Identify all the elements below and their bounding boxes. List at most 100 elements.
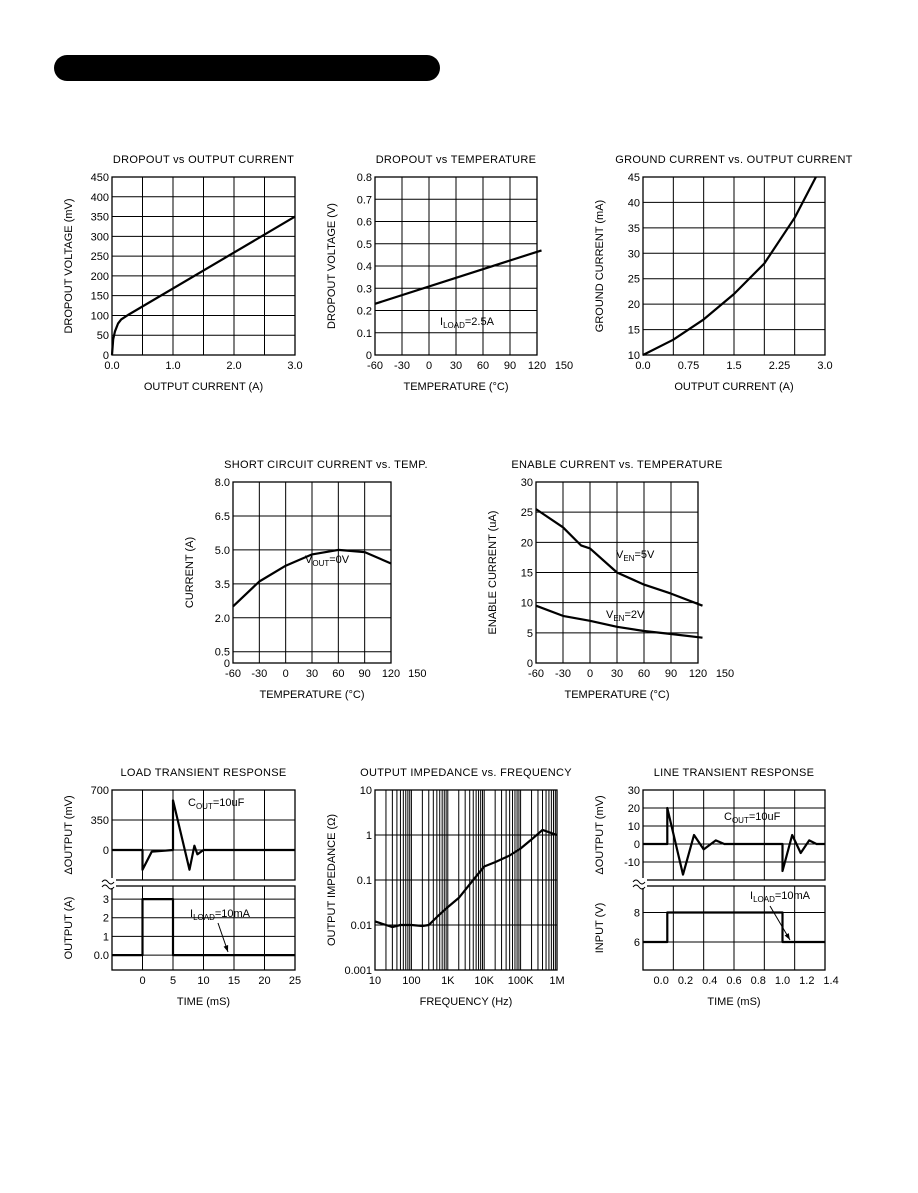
arrow-head — [223, 945, 229, 952]
x-tick-label: 150 — [555, 360, 573, 372]
x-tick-label: 0.0 — [104, 360, 119, 372]
y-tick-label: 8.0 — [215, 477, 230, 489]
x-tick-label: 100 — [402, 975, 420, 987]
data-line — [112, 799, 295, 871]
annotation-subscript: LOAD — [443, 321, 465, 330]
chart-title: GROUND CURRENT vs. OUTPUT CURRENT — [615, 154, 852, 166]
axis-break-gap — [635, 878, 647, 888]
x-tick-label: 0.75 — [678, 360, 699, 372]
chart-title: LOAD TRANSIENT RESPONSE — [120, 767, 286, 779]
y-tick-label: 3 — [103, 894, 109, 906]
y-tick-label: 15 — [628, 325, 640, 337]
x-tick-label: 120 — [689, 668, 707, 680]
y-tick-label: 0 — [527, 658, 533, 670]
x-tick-label: 1K — [441, 975, 455, 987]
annotation: ILOAD=10mA — [750, 890, 811, 904]
y-tick-label: 350 — [91, 212, 109, 224]
annotation-subscript: EN — [613, 614, 624, 623]
y-axis-label: DROPOUT VOLTAGE (mV) — [63, 198, 75, 333]
data-line — [374, 828, 558, 929]
y-tick-label: 0.5 — [215, 647, 230, 659]
annotation-tail: =2.5A — [465, 316, 495, 328]
x-tick-label: 10K — [474, 975, 494, 987]
annotation: VEN=5V — [616, 549, 655, 563]
x-tick-label: 0 — [139, 975, 145, 987]
y-tick-label: 0 — [103, 350, 109, 362]
y-tick-label: 0.01 — [351, 920, 372, 932]
y-tick-label: 45 — [628, 172, 640, 184]
x-tick-label: 0.2 — [678, 975, 693, 987]
x-tick-label: 1M — [549, 975, 564, 987]
y-tick-label: -10 — [624, 857, 640, 869]
y-tick-label: 2 — [103, 913, 109, 925]
y-tick-label: 5 — [527, 628, 533, 640]
y-tick-label: 15 — [521, 568, 533, 580]
x-axis-label: TEMPERATURE (°C) — [564, 689, 669, 701]
data-line — [642, 176, 817, 356]
data-line — [643, 806, 825, 876]
plot-frame — [374, 176, 538, 356]
annotation-tail: =2V — [624, 609, 645, 621]
y-tick-label: 0.7 — [357, 194, 372, 206]
y-tick-label: 2.0 — [215, 613, 230, 625]
annotation-main: V — [616, 549, 624, 561]
y-tick-label: 10 — [521, 598, 533, 610]
y-tick-label: 30 — [628, 248, 640, 260]
x-tick-label: 30 — [450, 360, 462, 372]
plot-frame — [642, 789, 826, 881]
y-tick-label: 450 — [91, 172, 109, 184]
y-tick-label: 20 — [628, 803, 640, 815]
y-tick-label: 1 — [366, 830, 372, 842]
y-tick-label: 250 — [91, 251, 109, 263]
chart-title: DROPOUT vs TEMPERATURE — [376, 154, 537, 166]
y-tick-label: 5.0 — [215, 545, 230, 557]
x-tick-label: 15 — [228, 975, 240, 987]
y-tick-label: 0.5 — [357, 239, 372, 251]
x-tick-label: 30 — [611, 668, 623, 680]
x-tick-label: 20 — [258, 975, 270, 987]
y-tick-label: 0.001 — [344, 965, 372, 977]
y-axis-label: DROPOUT VOLTAGE (V) — [326, 203, 338, 329]
x-tick-label: -60 — [528, 668, 544, 680]
chart-title: DROPOUT vs OUTPUT CURRENT — [113, 154, 294, 166]
y-tick-label: 25 — [521, 507, 533, 519]
y-axis-label: OUTPUT (A) — [63, 897, 75, 960]
annotation-subscript: EN — [623, 554, 634, 563]
x-tick-label: 1.0 — [165, 360, 180, 372]
y-tick-label: 20 — [628, 299, 640, 311]
y-tick-label: 0.1 — [357, 875, 372, 887]
annotation: ILOAD=10mA — [190, 908, 251, 922]
data-line — [232, 548, 392, 608]
annotation-main: C — [188, 797, 196, 809]
y-tick-label: 6.5 — [215, 511, 230, 523]
x-tick-label: 2.0 — [226, 360, 241, 372]
y-tick-label: 8 — [634, 908, 640, 920]
y-tick-label: 50 — [97, 330, 109, 342]
annotation-main: I — [190, 908, 193, 920]
x-tick-label: 60 — [332, 668, 344, 680]
chart-title: SHORT CIRCUIT CURRENT vs. TEMP. — [224, 459, 428, 471]
x-tick-label: 0 — [426, 360, 432, 372]
x-axis-label: OUTPUT CURRENT (A) — [674, 381, 793, 393]
x-tick-label: 90 — [359, 668, 371, 680]
chart-title: ENABLE CURRENT vs. TEMPERATURE — [511, 459, 722, 471]
x-tick-label: 120 — [528, 360, 546, 372]
data-line — [112, 898, 295, 957]
x-tick-label: 25 — [289, 975, 301, 987]
y-tick-label: 0.4 — [357, 261, 372, 273]
y-tick-label: 350 — [91, 815, 109, 827]
x-tick-label: 1.0 — [775, 975, 790, 987]
y-axis-label: CURRENT (A) — [184, 537, 196, 608]
x-tick-label: -60 — [225, 668, 241, 680]
y-tick-label: 0 — [103, 845, 109, 857]
data-line — [110, 215, 296, 356]
plot-frame — [642, 176, 826, 356]
x-tick-label: 1.4 — [823, 975, 838, 987]
annotation: COUT=10uF — [188, 797, 245, 811]
annotation-tail: =10mA — [775, 890, 811, 902]
y-axis-label: ΔOUTPUT (mV) — [594, 795, 606, 874]
x-tick-label: 150 — [716, 668, 734, 680]
y-tick-label: 0 — [634, 839, 640, 851]
annotation-tail: =10uF — [749, 811, 781, 823]
